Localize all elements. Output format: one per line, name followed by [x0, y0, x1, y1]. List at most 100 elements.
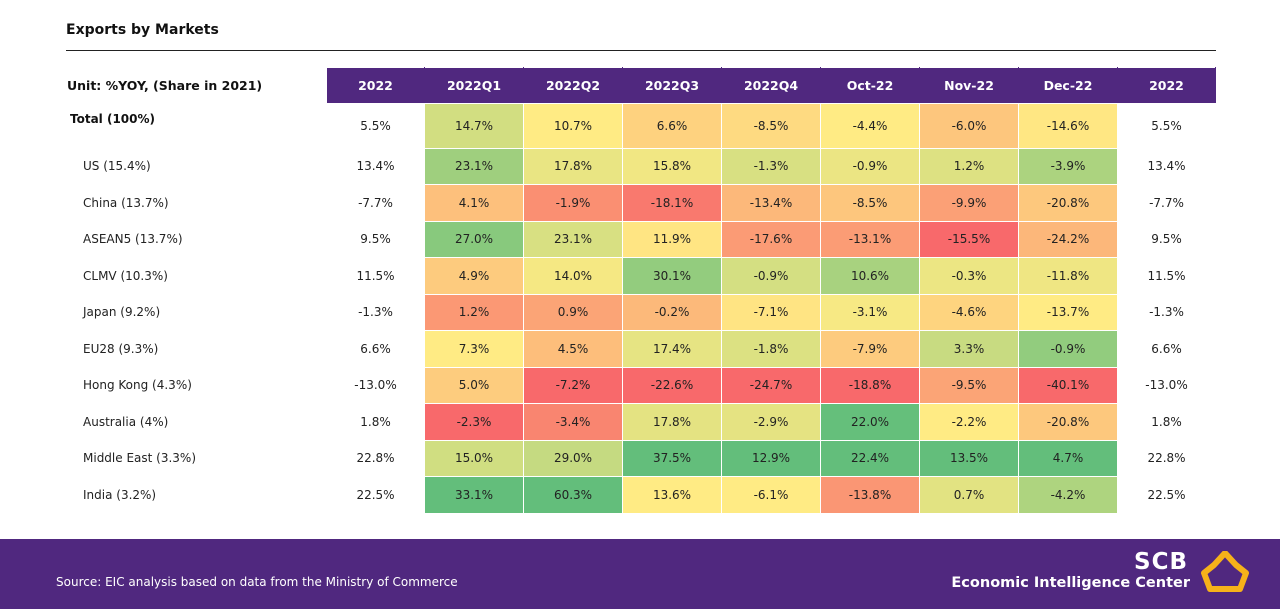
- data-cell: -2.3%: [424, 403, 524, 441]
- data-cell: 11.9%: [622, 220, 722, 258]
- table-row: CLMV (10.3%) 11.5% 4.9% 14.0% 30.1% -0.9% 10.6…: [66, 257, 1216, 295]
- data-cell: -4.6%: [919, 293, 1019, 331]
- row-label: Australia (4%): [66, 403, 327, 441]
- data-cell: -24.7%: [721, 366, 821, 404]
- table-row: ASEAN5 (13.7%) 9.5% 27.0% 23.1% 11.9% -17.6% -…: [66, 220, 1216, 258]
- unit-label: Unit: %YOY, (Share in 2021): [66, 67, 327, 104]
- page-title: Exports by Markets: [66, 22, 219, 38]
- data-cell: 0.9%: [523, 293, 623, 331]
- data-cell: -15.5%: [919, 220, 1019, 258]
- data-cell: 1.2%: [919, 147, 1019, 185]
- data-cell: -2.2%: [919, 403, 1019, 441]
- table-row: Total (100%) 5.5% 14.7% 10.7% 6.6% -8.5% -4.4%…: [66, 103, 1216, 149]
- data-cell: 15.0%: [424, 439, 524, 477]
- data-cell: 60.3%: [523, 476, 623, 514]
- data-cell: -18.8%: [820, 366, 920, 404]
- data-cell: 6.6%: [326, 330, 425, 368]
- data-cell: 9.5%: [326, 220, 425, 258]
- data-cell: 30.1%: [622, 257, 722, 295]
- data-cell: -3.1%: [820, 293, 920, 331]
- footer-bar: Source: EIC analysis based on data from …: [0, 539, 1280, 609]
- data-cell: -13.0%: [1117, 366, 1216, 404]
- data-cell: -0.9%: [1018, 330, 1118, 368]
- data-cell: -20.8%: [1018, 184, 1118, 222]
- row-label: ASEAN5 (13.7%): [66, 220, 327, 258]
- data-cell: -13.7%: [1018, 293, 1118, 331]
- data-cell: 13.4%: [1117, 147, 1216, 185]
- column-header: 2022Q4: [721, 67, 821, 104]
- data-cell: -14.6%: [1018, 103, 1118, 149]
- data-cell: 1.2%: [424, 293, 524, 331]
- data-cell: 37.5%: [622, 439, 722, 477]
- data-cell: -2.9%: [721, 403, 821, 441]
- data-cell: -3.9%: [1018, 147, 1118, 185]
- data-cell: 12.9%: [721, 439, 821, 477]
- column-header: 2022Q3: [622, 67, 722, 104]
- data-cell: -13.0%: [326, 366, 425, 404]
- data-cell: -24.2%: [1018, 220, 1118, 258]
- data-cell: 4.5%: [523, 330, 623, 368]
- data-cell: 23.1%: [523, 220, 623, 258]
- column-header: Oct-22: [820, 67, 920, 104]
- data-cell: -3.4%: [523, 403, 623, 441]
- data-cell: 22.8%: [326, 439, 425, 477]
- data-cell: 13.4%: [326, 147, 425, 185]
- data-cell: -6.0%: [919, 103, 1019, 149]
- scb-logo-icon: [1201, 551, 1249, 592]
- data-cell: 1.8%: [326, 403, 425, 441]
- data-cell: 5.5%: [326, 103, 425, 149]
- data-cell: -13.8%: [820, 476, 920, 514]
- data-cell: -6.1%: [721, 476, 821, 514]
- data-cell: 13.5%: [919, 439, 1019, 477]
- data-cell: -9.9%: [919, 184, 1019, 222]
- table-row: India (3.2%) 22.5% 33.1% 60.3% 13.6% -6.1% -13…: [66, 476, 1216, 514]
- data-cell: -22.6%: [622, 366, 722, 404]
- column-header: 2022: [326, 67, 425, 104]
- data-cell: 22.5%: [326, 476, 425, 514]
- data-cell: 15.8%: [622, 147, 722, 185]
- data-cell: 1.8%: [1117, 403, 1216, 441]
- table-row: China (13.7%) -7.7% 4.1% -1.9% -18.1% -13.4% -…: [66, 184, 1216, 222]
- data-cell: -13.1%: [820, 220, 920, 258]
- data-cell: -7.7%: [326, 184, 425, 222]
- data-cell: 22.4%: [820, 439, 920, 477]
- data-cell: 11.5%: [326, 257, 425, 295]
- title-divider: [66, 50, 1216, 51]
- data-cell: 27.0%: [424, 220, 524, 258]
- data-cell: 3.3%: [919, 330, 1019, 368]
- row-label: Hong Kong (4.3%): [66, 366, 327, 404]
- data-cell: -4.2%: [1018, 476, 1118, 514]
- data-cell: -1.3%: [1117, 293, 1216, 331]
- data-cell: -8.5%: [721, 103, 821, 149]
- data-cell: 0.7%: [919, 476, 1019, 514]
- brand-subtitle: Economic Intelligence Center: [951, 575, 1190, 591]
- data-cell: 23.1%: [424, 147, 524, 185]
- data-cell: 4.7%: [1018, 439, 1118, 477]
- row-label: EU28 (9.3%): [66, 330, 327, 368]
- data-cell: -1.3%: [721, 147, 821, 185]
- data-cell: 33.1%: [424, 476, 524, 514]
- table-row: EU28 (9.3%) 6.6% 7.3% 4.5% 17.4% -1.8% -7.9% 3.…: [66, 330, 1216, 368]
- data-cell: 6.6%: [1117, 330, 1216, 368]
- data-cell: -7.2%: [523, 366, 623, 404]
- brand-name: SCB: [1134, 549, 1188, 575]
- table-header-row: Unit: %YOY, (Share in 2021) 2022 2022Q1 202…: [66, 67, 1216, 104]
- data-cell: 9.5%: [1117, 220, 1216, 258]
- column-header: Nov-22: [919, 67, 1019, 104]
- data-cell: 4.9%: [424, 257, 524, 295]
- row-label: Middle East (3.3%): [66, 439, 327, 477]
- data-cell: -13.4%: [721, 184, 821, 222]
- data-cell: 10.6%: [820, 257, 920, 295]
- data-cell: -17.6%: [721, 220, 821, 258]
- data-cell: -0.3%: [919, 257, 1019, 295]
- data-cell: 29.0%: [523, 439, 623, 477]
- table-row: US (15.4%) 13.4% 23.1% 17.8% 15.8% -1.3% -0.9%…: [66, 147, 1216, 185]
- row-label: Japan (9.2%): [66, 293, 327, 331]
- table-row: Australia (4%) 1.8% -2.3% -3.4% 17.8% -2.9% 22…: [66, 403, 1216, 441]
- table-row: Japan (9.2%) -1.3% 1.2% 0.9% -0.2% -7.1% -3.1%…: [66, 293, 1216, 331]
- data-cell: 10.7%: [523, 103, 623, 149]
- data-cell: -1.8%: [721, 330, 821, 368]
- data-cell: 17.8%: [622, 403, 722, 441]
- data-cell: -18.1%: [622, 184, 722, 222]
- data-cell: 13.6%: [622, 476, 722, 514]
